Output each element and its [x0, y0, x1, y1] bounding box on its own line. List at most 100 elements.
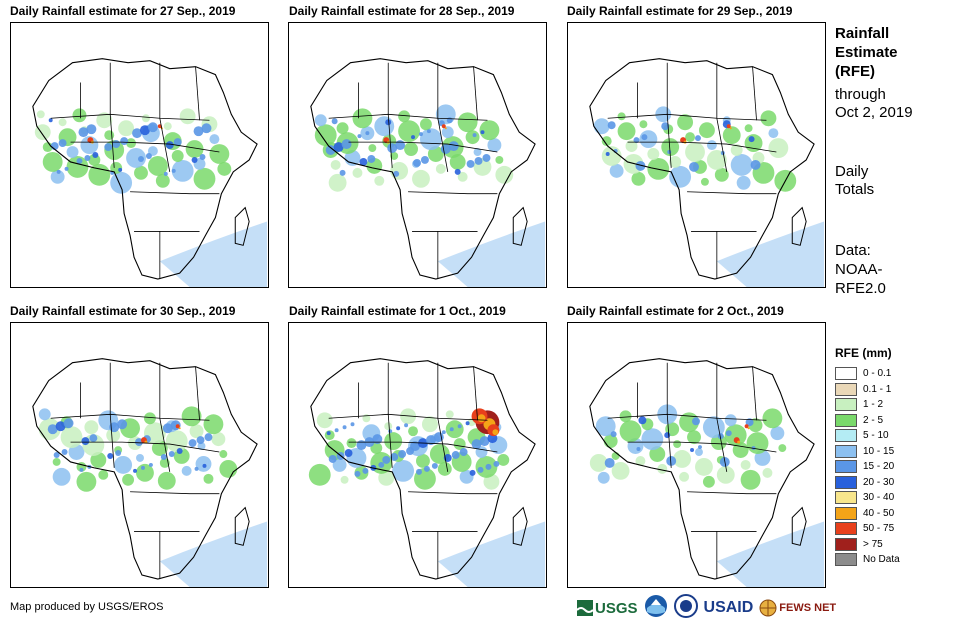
- rain-cell-heavy: [479, 436, 490, 447]
- rain-cell-heavy: [395, 140, 406, 151]
- legend-label: 10 - 15: [863, 445, 895, 457]
- rain-cell: [88, 163, 111, 186]
- rainfall-map-4: [10, 322, 269, 588]
- rain-cell: [163, 122, 172, 131]
- country-border: [687, 491, 777, 495]
- rain-cell: [60, 426, 83, 449]
- rain-cell: [495, 155, 504, 164]
- madagascar-outline: [791, 506, 807, 546]
- rain-cell: [457, 171, 468, 182]
- rain-cell: [398, 110, 411, 123]
- country-border: [109, 62, 115, 168]
- rain-cell-heavy: [162, 423, 173, 434]
- rain-cell: [118, 120, 135, 137]
- country-border: [437, 62, 449, 172]
- rain-cell: [609, 163, 624, 178]
- southern-rain-band: [159, 521, 268, 587]
- rain-cell-heavy: [55, 421, 66, 432]
- rain-cell: [445, 420, 464, 439]
- legend-swatch: [835, 413, 857, 427]
- rain-cell: [195, 455, 212, 472]
- rain-cell: [593, 118, 610, 135]
- legend-item: > 75: [835, 537, 900, 553]
- rain-cell: [346, 438, 357, 449]
- rain-cell: [435, 104, 456, 125]
- rain-cell: [390, 152, 399, 160]
- rain-cell-extreme: [744, 424, 749, 429]
- country-border: [666, 362, 672, 468]
- rainfall-map-6: [567, 322, 826, 588]
- rain-cell: [36, 110, 45, 119]
- rain-cell: [193, 167, 216, 190]
- legend-item: 0.1 - 1: [835, 382, 900, 398]
- africa-coastline: [589, 358, 815, 580]
- rain-cell-heavy: [362, 467, 369, 474]
- rainfall-map-1: [10, 22, 269, 288]
- rain-cell-heavy: [339, 169, 346, 176]
- rain-cell-heavy: [325, 145, 336, 155]
- rain-cell-heavy: [446, 117, 453, 124]
- rain-cell: [722, 126, 741, 145]
- legend-swatch: [835, 522, 857, 536]
- rain-cell: [441, 126, 454, 139]
- legend-item: No Data: [835, 552, 900, 568]
- rain-cell-heavy: [426, 129, 431, 134]
- rain-cell: [611, 461, 630, 480]
- rain-cell: [706, 140, 717, 151]
- logo-strip: USGS USAID FEWS NET: [577, 593, 836, 622]
- rain-cell-heavy: [474, 156, 483, 165]
- rain-cell-extreme: [747, 427, 750, 430]
- rain-cell: [408, 426, 418, 437]
- rain-cell: [453, 438, 466, 451]
- rain-cell: [181, 465, 192, 476]
- rain-cell-heavy: [118, 167, 123, 172]
- rain-cell: [740, 459, 751, 470]
- rain-cell-heavy: [382, 455, 391, 464]
- panel-title-6: Daily Rainfall estimate for 2 Oct., 2019: [567, 304, 784, 318]
- rain-cell-heavy: [61, 449, 68, 455]
- rain-cell-heavy: [398, 450, 407, 458]
- rain-cell: [679, 412, 699, 433]
- southern-rain-band: [716, 521, 825, 587]
- rain-cell-heavy: [448, 141, 459, 152]
- sidebar-title-line1: Rainfall: [835, 25, 890, 42]
- africa-coastline: [310, 58, 536, 280]
- panel-title-1: Daily Rainfall estimate for 27 Sep., 201…: [10, 4, 236, 18]
- country-border: [195, 366, 200, 421]
- rain-cell: [589, 454, 608, 472]
- country-border: [716, 62, 728, 172]
- rain-cell: [601, 136, 612, 147]
- legend-label: 50 - 75: [863, 523, 895, 535]
- africa-coastline: [310, 358, 536, 580]
- rain-cell-heavy: [480, 130, 485, 135]
- rain-cell-extreme: [175, 424, 180, 429]
- rain-cell: [134, 165, 148, 180]
- rain-cell: [203, 414, 224, 435]
- country-border: [159, 62, 171, 172]
- rain-cell: [110, 171, 133, 194]
- rain-cell-extreme: [729, 127, 732, 130]
- rain-cell-heavy: [76, 157, 83, 164]
- rain-cell-heavy: [387, 143, 398, 154]
- rain-cell: [768, 128, 779, 139]
- rain-cell-heavy: [367, 155, 376, 163]
- rain-cell-heavy: [201, 123, 212, 134]
- rain-cell: [597, 471, 610, 484]
- africa-map-svg: [32, 358, 268, 587]
- rain-cell: [702, 475, 715, 488]
- rain-cell: [211, 432, 226, 447]
- country-border: [130, 491, 220, 495]
- rain-cell: [126, 148, 146, 168]
- country-border: [752, 66, 757, 121]
- fewsnet-logo: FEWS NET: [759, 599, 836, 617]
- country-border: [666, 62, 672, 168]
- rain-cell-heavy: [202, 463, 207, 468]
- country-border: [195, 66, 200, 121]
- rain-cell: [66, 146, 79, 158]
- rain-cell-heavy: [354, 470, 361, 477]
- rain-cell: [698, 122, 715, 139]
- rain-cell: [625, 140, 638, 153]
- rain-cell-heavy: [86, 124, 97, 135]
- rain-cell-heavy: [58, 139, 67, 148]
- legend-swatch: [835, 429, 857, 443]
